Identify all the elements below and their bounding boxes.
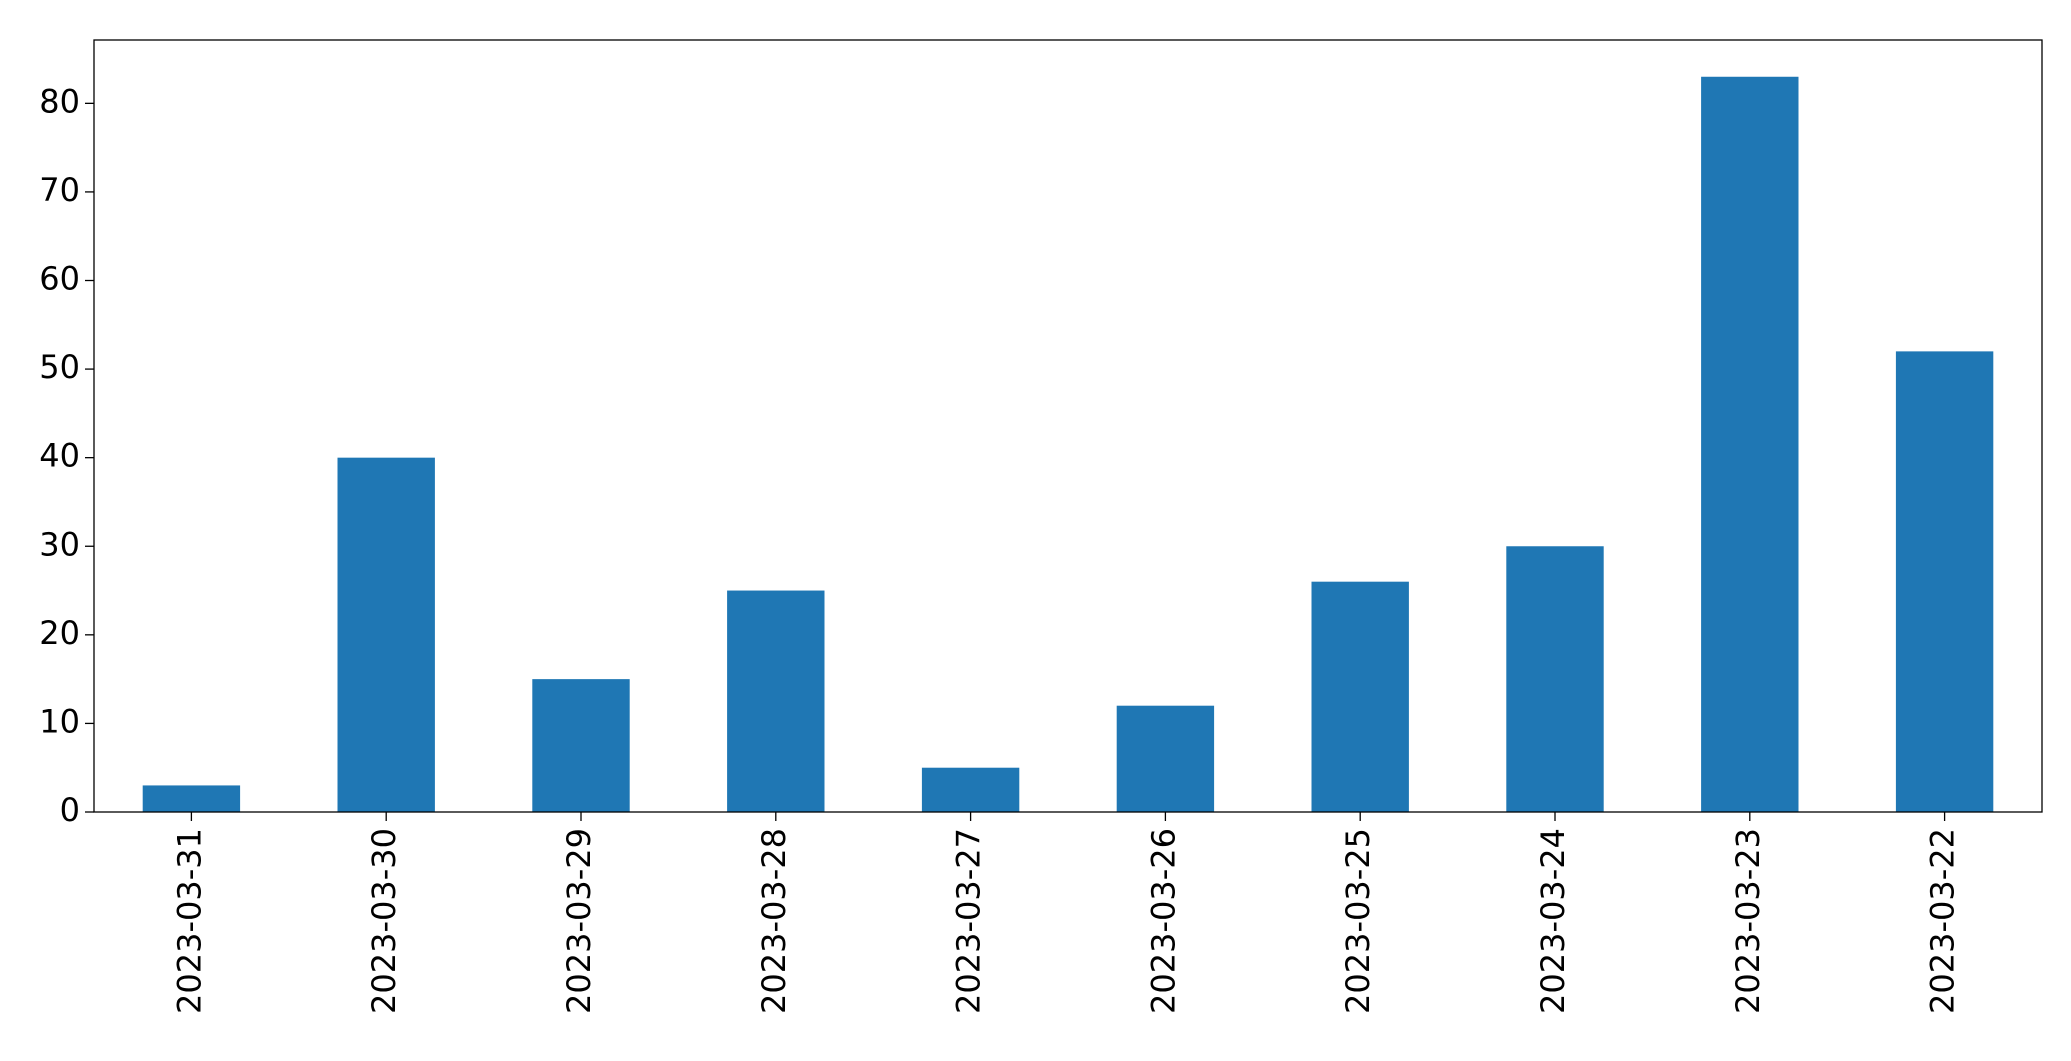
y-tick-label: 80 — [39, 82, 80, 120]
bar — [921, 767, 1020, 812]
y-tick-label: 60 — [39, 260, 80, 298]
bar — [1895, 351, 1994, 812]
x-tick-label: 2023-03-25 — [1339, 828, 1377, 1014]
x-tick-label: 2023-03-24 — [1534, 828, 1572, 1014]
x-tick-label: 2023-03-31 — [170, 828, 208, 1014]
x-tick-label: 2023-03-29 — [560, 828, 598, 1014]
y-tick-label: 0 — [60, 791, 80, 829]
y-tick-label: 40 — [39, 437, 80, 475]
bar — [337, 457, 435, 812]
x-tick-label: 2023-03-26 — [1144, 828, 1182, 1014]
y-tick-label: 50 — [39, 348, 80, 386]
x-tick-label: 2023-03-30 — [365, 828, 403, 1014]
bar — [1701, 76, 1799, 812]
x-tick-label: 2023-03-22 — [1924, 828, 1962, 1014]
plot-frame — [93, 39, 2043, 813]
y-tick-label: 20 — [39, 614, 80, 652]
bar — [142, 785, 241, 812]
y-tick-label: 30 — [39, 525, 80, 563]
bar — [1116, 705, 1215, 812]
bar — [727, 590, 825, 812]
x-tick-label: 2023-03-23 — [1729, 828, 1767, 1014]
bar — [1311, 581, 1409, 812]
bar — [532, 679, 630, 812]
y-tick-label: 10 — [39, 702, 80, 740]
y-tick-label: 70 — [39, 171, 80, 209]
x-tick-label: 2023-03-27 — [950, 828, 988, 1014]
x-tick-label: 2023-03-28 — [755, 828, 793, 1014]
bar — [1506, 546, 1604, 812]
